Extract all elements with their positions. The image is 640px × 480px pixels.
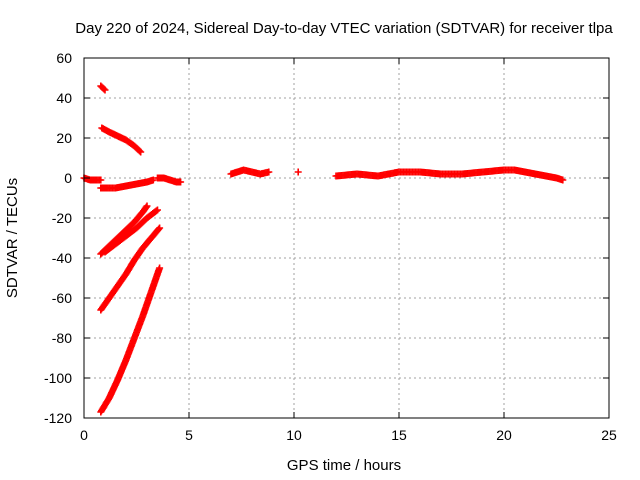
- x-tick-label: 15: [391, 427, 407, 443]
- grid-lines: [84, 58, 609, 418]
- data-point: [155, 225, 163, 233]
- plot-frame: [83, 57, 610, 419]
- x-tick-label: 0: [80, 427, 88, 443]
- data-point: [97, 176, 105, 184]
- y-axis-title: SDTVAR / TECUs: [4, 178, 21, 298]
- y-tick-label: -20: [52, 210, 72, 226]
- x-tick-label: 10: [286, 427, 302, 443]
- x-tick-label: 5: [185, 427, 193, 443]
- data-point: [101, 86, 109, 94]
- series-arc-12-to-23h: [332, 166, 567, 184]
- series-arc-45: [97, 82, 109, 94]
- y-tick-label: 40: [56, 90, 72, 106]
- x-tick-label: 25: [601, 427, 617, 443]
- data-point: [559, 176, 567, 184]
- y-tick-label: -100: [44, 370, 72, 386]
- series-arc-minus38-lower: [101, 206, 161, 256]
- data-point: [143, 202, 151, 210]
- series-arc-minus65: [97, 224, 164, 314]
- y-tick-label: 0: [64, 170, 72, 186]
- data-point: [100, 85, 108, 93]
- data-point: [152, 207, 160, 215]
- y-tick-label: -120: [44, 410, 72, 426]
- y-tick-label: 60: [56, 50, 72, 66]
- x-tick-labels: 0 5 10 15 20 25: [80, 427, 617, 443]
- data-point: [177, 178, 185, 186]
- y-tick-labels: -120 -100 -80 -60 -40 -20 0 20 40 60: [44, 50, 72, 426]
- axis-ticks: [83, 57, 610, 419]
- series-arc-minus118: [97, 264, 164, 416]
- data-point: [156, 224, 164, 232]
- data-point: [137, 148, 145, 156]
- data-points: [80, 82, 567, 416]
- y-tick-label: -60: [52, 290, 72, 306]
- data-point: [156, 264, 164, 272]
- data-point: [142, 203, 150, 211]
- data-point: [136, 147, 144, 155]
- x-tick-label: 20: [496, 427, 512, 443]
- data-point: [265, 168, 273, 176]
- series-arc-near-zero-right: [154, 174, 185, 186]
- series-arc-near-zero-mid: [97, 176, 157, 192]
- x-axis-title: GPS time / hours: [287, 457, 401, 474]
- y-tick-label: 20: [56, 130, 72, 146]
- chart-title: Day 220 of 2024, Sidereal Day-to-day VTE…: [75, 20, 613, 37]
- series-arc-25-descending: [98, 124, 145, 156]
- y-tick-label: -40: [52, 250, 72, 266]
- data-point: [294, 168, 302, 176]
- y-tick-label: -80: [52, 330, 72, 346]
- data-point: [149, 176, 157, 184]
- series-arc-7-to-9h: [227, 166, 273, 178]
- data-point: [154, 206, 161, 214]
- series-point-10h: [294, 168, 302, 176]
